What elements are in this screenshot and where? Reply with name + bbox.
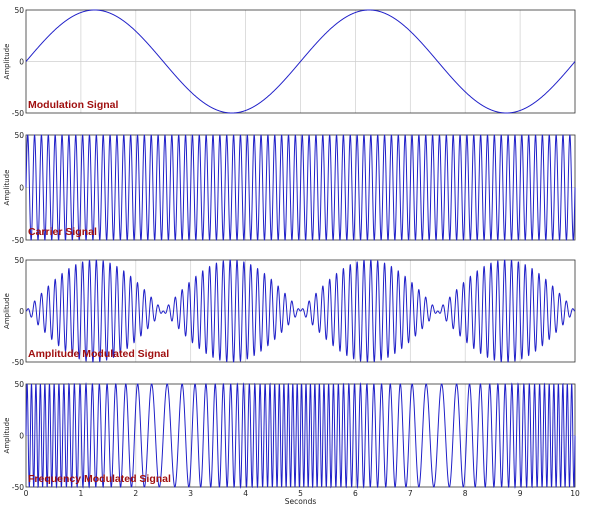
x-tick-label: 9 (518, 489, 523, 498)
x-tick-label: 5 (298, 489, 303, 498)
y-tick-label: 0 (19, 58, 24, 67)
modulation-signal-line (25, 9, 576, 114)
x-tick-label: 3 (188, 489, 193, 498)
panel-modulation: Amplitude 50 0 -50 Modulation Signal (3, 6, 576, 118)
y-tick-label: 0 (19, 184, 24, 193)
y-tick-label: 50 (14, 131, 24, 140)
x-tick-label: 1 (79, 489, 84, 498)
y-tick-label: 50 (14, 6, 24, 15)
panel-title: Modulation Signal (28, 99, 118, 111)
panel-carrier: Amplitude 50 0 -50 Carrier Signal (3, 131, 576, 245)
panel-title: Amplitude Modulated Signal (28, 348, 169, 360)
panel-fm: Amplitude 50 0 -50 Frequency Modulated S… (3, 380, 580, 506)
y-tick-label: -50 (12, 109, 24, 118)
panel-am: Amplitude 50 0 -50 Amplitude Modulated S… (3, 256, 576, 367)
y-tick-label: -50 (12, 483, 24, 492)
y-tick-label: -50 (12, 236, 24, 245)
fm-signal-line (25, 382, 576, 489)
panel-title: Frequency Modulated Signal (28, 473, 171, 485)
y-tick-label: -50 (12, 358, 24, 367)
am-signal-line (25, 259, 576, 363)
y-axis-label: Amplitude (3, 293, 11, 329)
y-axis-label: Amplitude (3, 44, 11, 80)
x-tick-labels: 0 1 2 3 4 5 6 7 8 9 10 (24, 489, 580, 498)
x-tick-label: 0 (24, 489, 29, 498)
x-tick-label: 2 (133, 489, 138, 498)
y-tick-label: 50 (14, 380, 24, 389)
carrier-signal-line (25, 134, 576, 241)
y-axis-label: Amplitude (3, 170, 11, 206)
panel-title: Carrier Signal (28, 226, 97, 238)
y-tick-label: 0 (19, 432, 24, 441)
x-tick-label: 7 (408, 489, 413, 498)
x-tick-label: 4 (243, 489, 248, 498)
x-tick-label: 6 (353, 489, 358, 498)
y-axis-label: Amplitude (3, 418, 11, 454)
x-tick-label: 8 (463, 489, 468, 498)
y-tick-label: 50 (14, 256, 24, 265)
y-tick-label: 0 (19, 307, 24, 316)
x-tick-label: 10 (570, 489, 580, 498)
x-axis-label: Seconds (285, 497, 317, 506)
